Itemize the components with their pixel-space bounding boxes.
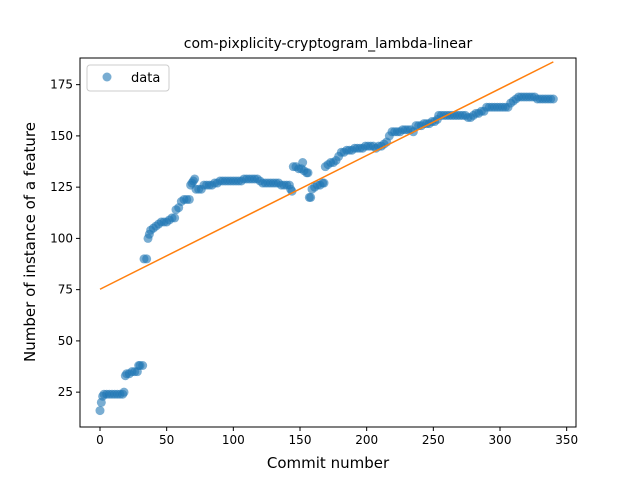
legend-label-data: data xyxy=(131,71,160,86)
data-point xyxy=(119,387,129,397)
x-tick-label: 100 xyxy=(222,433,245,447)
data-point xyxy=(548,94,558,104)
x-axis: 0 50 100 150 200 250 300 350 xyxy=(96,427,578,447)
x-tick-label: 300 xyxy=(489,433,512,447)
x-tick-label: 0 xyxy=(96,433,104,447)
plot-area xyxy=(95,61,558,416)
chart-title: com-pixplicity-cryptogram_lambda-linear xyxy=(184,36,473,52)
x-tick-label: 200 xyxy=(355,433,378,447)
y-tick-label: 100 xyxy=(50,231,73,245)
y-tick-label: 75 xyxy=(58,283,73,297)
legend-marker-data xyxy=(102,72,112,82)
data-point xyxy=(306,192,316,202)
data-point xyxy=(142,254,152,264)
y-tick-label: 175 xyxy=(50,78,73,92)
y-tick-label: 150 xyxy=(50,129,73,143)
data-point xyxy=(170,213,180,223)
x-tick-label: 250 xyxy=(422,433,445,447)
data-point xyxy=(95,406,105,416)
y-axis-label: Number of instance of a feature xyxy=(21,122,39,362)
data-point xyxy=(319,178,329,188)
y-tick-label: 125 xyxy=(50,180,73,194)
data-point xyxy=(184,194,194,204)
legend-box xyxy=(86,64,170,92)
y-tick-label: 25 xyxy=(58,385,73,399)
data-point xyxy=(138,361,148,370)
x-tick-label: 350 xyxy=(555,433,578,447)
data-point xyxy=(298,158,308,168)
data-point xyxy=(190,174,200,184)
x-axis-label: Commit number xyxy=(267,454,390,472)
y-axis: 25 50 75 100 125 150 175 xyxy=(50,78,80,399)
y-tick-label: 50 xyxy=(58,334,73,348)
x-tick-label: 150 xyxy=(289,433,312,447)
data-point xyxy=(303,168,313,178)
axes-frame xyxy=(79,57,577,428)
x-tick-label: 50 xyxy=(159,433,174,447)
fit-line xyxy=(99,61,554,290)
legend: data xyxy=(86,64,170,92)
